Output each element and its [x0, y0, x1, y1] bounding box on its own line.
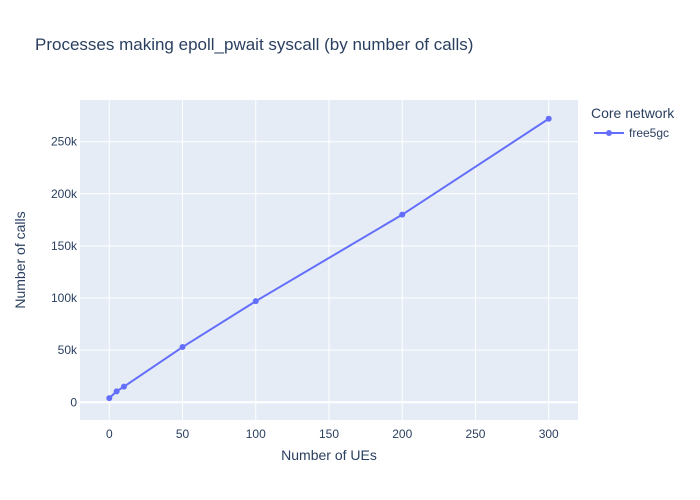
data-point[interactable] — [106, 395, 113, 402]
x-tick-label: 100 — [246, 427, 266, 441]
y-axis-title: Number of calls — [12, 211, 28, 308]
data-point[interactable] — [113, 388, 120, 395]
legend-marker-free5gc — [606, 130, 612, 136]
x-tick-label: 50 — [176, 427, 190, 441]
legend-title: Core network — [591, 105, 675, 121]
y-tick-label: 100k — [51, 291, 78, 305]
x-tick-label: 200 — [392, 427, 412, 441]
data-point[interactable] — [179, 344, 186, 351]
x-tick-labels: 0 50 100 150 200 250 300 — [106, 427, 559, 441]
y-tick-label: 200k — [51, 187, 78, 201]
x-tick-label: 0 — [106, 427, 113, 441]
series-layer — [106, 115, 552, 402]
x-tick-label: 150 — [319, 427, 339, 441]
y-tick-label: 50k — [58, 343, 78, 357]
data-point[interactable] — [545, 115, 552, 122]
data-point[interactable] — [252, 298, 259, 305]
y-grid — [80, 141, 578, 404]
y-tick-label: 250k — [51, 135, 78, 149]
x-tick-label: 300 — [539, 427, 559, 441]
legend[interactable]: Core network free5gc — [591, 105, 675, 140]
x-axis-title: Number of UEs — [281, 447, 377, 463]
chart-title: Processes making epoll_pwait syscall (by… — [35, 35, 473, 54]
x-grid — [108, 100, 550, 420]
y-tick-label: 0 — [70, 395, 77, 409]
data-point[interactable] — [120, 383, 127, 390]
data-point[interactable] — [399, 211, 406, 218]
y-tick-labels: 0 50k 100k 150k 200k 250k — [51, 135, 78, 410]
x-tick-label: 250 — [465, 427, 485, 441]
legend-label-free5gc: free5gc — [629, 126, 669, 140]
y-tick-label: 150k — [51, 239, 78, 253]
